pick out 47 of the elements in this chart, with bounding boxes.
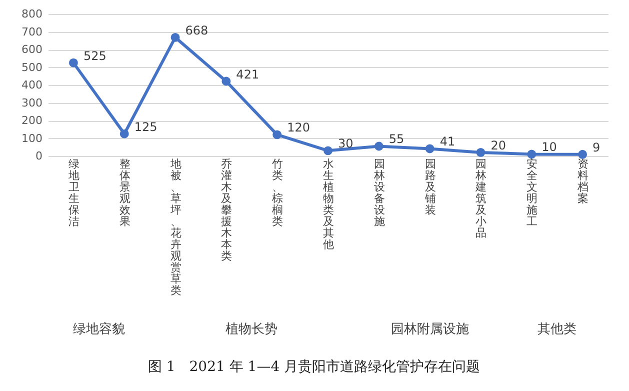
point	[120, 129, 129, 138]
group-label: 绿地容貌	[72, 321, 125, 338]
x-tick-label: 水生植物类及其他	[323, 158, 334, 251]
data-label: 120	[287, 120, 310, 135]
point	[374, 142, 384, 151]
x-tick-label: 园林建筑及小品	[474, 158, 487, 240]
y-tick-label: 800	[22, 8, 42, 20]
category-label: 乔灌木及攀援木本类	[221, 158, 232, 262]
x-tick-label: 竹类、棕榈类	[272, 158, 284, 228]
x-tick-label: 安全文明施工	[526, 158, 538, 228]
data-label: 421	[236, 67, 260, 82]
data-label: 668	[185, 23, 208, 38]
y-tick-label: 500	[22, 60, 42, 74]
data-label: 125	[134, 120, 158, 134]
x-tick-label: 园路及铺装	[424, 158, 436, 216]
x-tick-label: 整体景观效果	[119, 158, 130, 228]
point	[476, 148, 486, 157]
point	[68, 58, 78, 68]
x-tick-label: 绿地卫生保洁	[67, 158, 80, 228]
category-label: 地被、草坪、花卉观赏草类	[170, 158, 182, 297]
x-tick-label: 园林设备设施	[372, 158, 385, 228]
data-label: 41	[440, 134, 456, 149]
data-label: 55	[388, 132, 404, 146]
group-label: 植物长势	[226, 321, 278, 338]
data-label: 30	[338, 136, 354, 151]
group-label: 园林附属设施	[390, 321, 469, 338]
point	[324, 146, 332, 156]
point	[527, 150, 536, 159]
y-tick-label: 0	[36, 150, 42, 162]
y-tick-label: 400	[22, 78, 42, 92]
point	[578, 150, 588, 159]
data-label: 525	[83, 48, 106, 63]
group-label: 其他类	[538, 321, 577, 338]
data-label: 20	[490, 138, 506, 152]
y-tick-label: 200	[22, 114, 42, 127]
point	[425, 144, 434, 154]
y-tick-label: 600	[22, 43, 42, 56]
y-tick-label: 700	[22, 25, 42, 38]
point	[272, 130, 282, 140]
data-label: 10	[542, 140, 557, 154]
y-tick-label: 100	[22, 132, 42, 145]
text: 图 1 2021 年 1—4 月贵阳市道路绿化管护存在问题	[148, 358, 480, 376]
data-label: 9	[592, 140, 600, 154]
x-tick-label: 资料档案	[576, 158, 589, 205]
point	[170, 32, 180, 42]
point	[222, 76, 231, 86]
y-tick-label: 300	[22, 96, 42, 110]
